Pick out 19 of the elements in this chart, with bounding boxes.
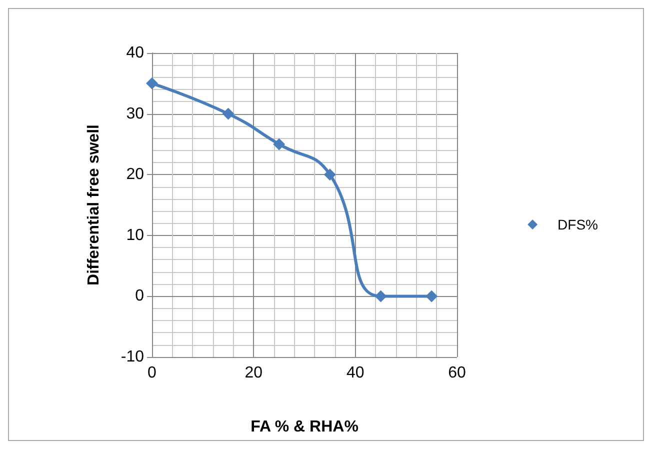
y-tick-label: 40	[126, 44, 144, 62]
x-axis-title: FA % & RHA%	[250, 418, 358, 436]
point	[273, 138, 286, 150]
point	[426, 290, 438, 302]
point	[222, 108, 234, 120]
y-axis-title: Differential free swell	[86, 124, 102, 286]
y-tick-label: 10	[126, 226, 144, 244]
point	[374, 290, 387, 302]
y-tick-label: 30	[126, 105, 144, 122]
x-tick-label: 0	[148, 364, 157, 382]
point	[146, 77, 158, 90]
y-tick-label: -10	[120, 348, 144, 366]
y-tick-label: 20	[126, 166, 144, 184]
point	[324, 168, 336, 181]
legend-label: DFS%	[558, 216, 598, 232]
x-tick-label: 60	[448, 364, 466, 382]
x-tick-label: 40	[346, 364, 364, 382]
x-tick-label: 20	[244, 364, 263, 382]
y-tick-label: 0	[135, 288, 144, 305]
